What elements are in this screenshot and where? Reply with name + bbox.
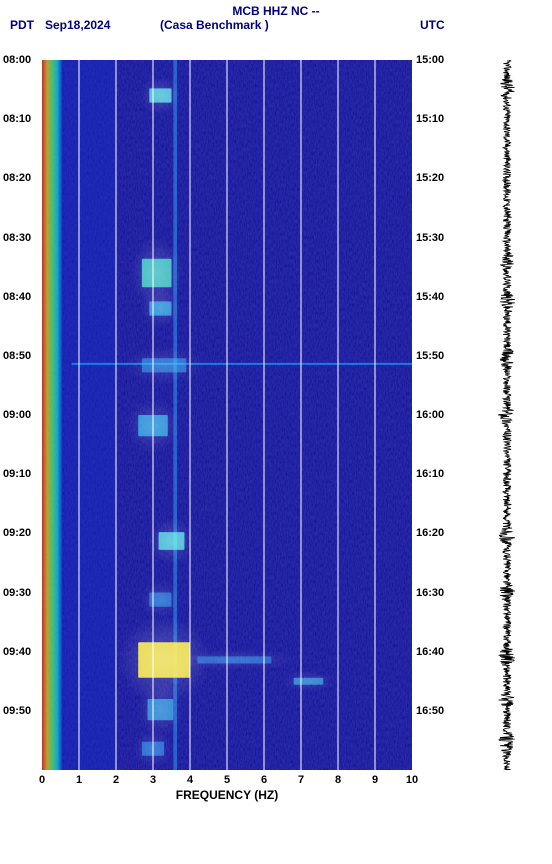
tz-right-label: UTC <box>420 18 445 32</box>
y-tick-left: 08:10 <box>3 113 31 125</box>
x-tick: 0 <box>39 774 45 786</box>
x-tick: 3 <box>150 774 156 786</box>
date-label: Sep18,2024 <box>45 18 110 32</box>
x-tick: 7 <box>298 774 304 786</box>
x-tick: 6 <box>261 774 267 786</box>
y-tick-left: 09:10 <box>3 468 31 480</box>
x-tick: 10 <box>406 774 418 786</box>
station-line: MCB HHZ NC -- <box>0 4 552 18</box>
y-tick-right: 16:50 <box>416 705 444 717</box>
y-tick-left: 09:20 <box>3 527 31 539</box>
y-tick-right: 15:00 <box>416 54 444 66</box>
y-tick-right: 15:30 <box>416 232 444 244</box>
y-tick-left: 09:40 <box>3 646 31 658</box>
waveform-svg <box>498 60 516 770</box>
x-tick: 4 <box>187 774 193 786</box>
x-axis-title: FREQUENCY (HZ) <box>42 788 412 802</box>
y-tick-right: 15:20 <box>416 172 444 184</box>
x-tick: 2 <box>113 774 119 786</box>
x-tick: 8 <box>335 774 341 786</box>
waveform-trace <box>498 60 516 770</box>
y-axis-left-labels: 08:0008:1008:2008:3008:4008:5009:0009:10… <box>3 60 41 770</box>
y-tick-left: 08:20 <box>3 172 31 184</box>
y-tick-left: 08:30 <box>3 232 31 244</box>
location-label: (Casa Benchmark ) <box>160 18 269 32</box>
spectrogram-svg <box>42 60 412 770</box>
y-tick-left: 08:40 <box>3 291 31 303</box>
y-tick-right: 15:50 <box>416 350 444 362</box>
y-tick-left: 09:30 <box>3 587 31 599</box>
y-tick-right: 16:10 <box>416 468 444 480</box>
tz-left-label: PDT <box>10 18 34 32</box>
y-tick-right: 16:20 <box>416 527 444 539</box>
y-tick-right: 15:10 <box>416 113 444 125</box>
y-tick-left: 08:50 <box>3 350 31 362</box>
y-tick-right: 16:30 <box>416 587 444 599</box>
x-tick: 5 <box>224 774 230 786</box>
y-tick-left: 09:00 <box>3 409 31 421</box>
y-tick-left: 09:50 <box>3 705 31 717</box>
y-tick-right: 15:40 <box>416 291 444 303</box>
x-tick: 9 <box>372 774 378 786</box>
y-tick-right: 16:40 <box>416 646 444 658</box>
y-tick-left: 08:00 <box>3 54 31 66</box>
header: MCB HHZ NC -- PDT Sep18,2024 (Casa Bench… <box>0 4 552 34</box>
y-tick-right: 16:00 <box>416 409 444 421</box>
spectrogram-plot <box>42 60 412 770</box>
x-tick: 1 <box>76 774 82 786</box>
y-axis-right-labels: 15:0015:1015:2015:3015:4015:5016:0016:10… <box>416 60 456 770</box>
